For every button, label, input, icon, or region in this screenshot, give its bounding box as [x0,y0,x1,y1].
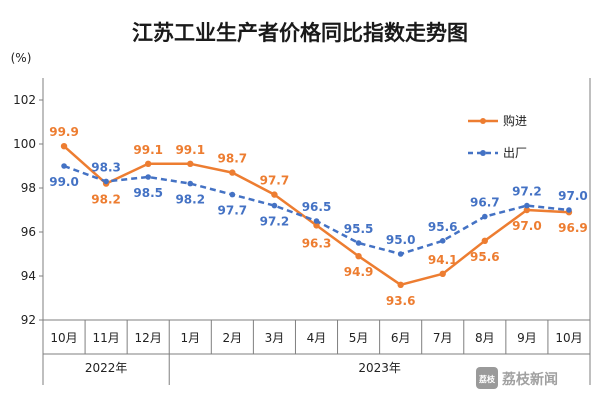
y-tick-label: 98 [21,181,36,195]
y-tick-label: 100 [13,137,36,151]
data-point-ex-factory [229,191,236,198]
legend-label-ex-factory: 出厂 [503,146,527,160]
data-point-ex-factory [355,240,362,246]
legend-marker [480,118,486,124]
data-label-purchase: 96.3 [302,236,332,250]
data-point-purchase [523,206,531,214]
data-point-ex-factory [145,174,151,180]
y-tick-label: 96 [21,225,36,239]
data-point-purchase [187,160,194,167]
data-label-ex-factory: 95.5 [344,222,374,236]
data-label-ex-factory: 98.5 [133,186,163,200]
data-point-ex-factory [482,213,488,220]
data-label-purchase: 95.6 [470,250,500,264]
data-point-purchase [60,143,68,150]
data-point-purchase [144,160,152,167]
data-label-purchase: 97.7 [260,174,290,188]
y-unit-label: (%) [11,51,32,65]
legend-label-purchase: 购进 [503,113,527,128]
year-label: 2022年 [85,361,128,375]
y-tick-label: 92 [21,313,36,327]
data-label-ex-factory: 97.2 [512,185,542,199]
x-tick-label: 9月 [517,331,537,345]
x-tick-label: 3月 [265,331,285,345]
data-labels-layer: 99.9 98.2 99.1 99.1 98.7 97.7 96.3 94.9 93.6 94.1… [49,125,588,308]
legend-marker [480,150,486,156]
data-label-ex-factory: 97.0 [558,189,588,203]
chart-title: 江苏工业生产者价格同比指数走势图 [132,21,468,45]
data-label-ex-factory: 99.0 [49,175,79,189]
year-label: 2023年 [358,361,401,375]
data-point-purchase [481,237,489,244]
data-point-purchase [271,191,278,198]
data-point-purchase [355,253,362,260]
data-label-purchase: 98.7 [218,152,248,166]
data-label-purchase: 99.1 [175,143,205,157]
data-point-ex-factory [566,207,572,213]
y-tick-label: 94 [21,269,36,283]
watermark-badge: 荔枝 [478,374,496,384]
data-label-ex-factory: 98.3 [91,160,121,174]
data-label-ex-factory: 95.0 [386,233,416,247]
data-label-ex-factory: 95.6 [428,220,458,234]
data-point-ex-factory [397,251,404,257]
x-tick-label: 1月 [180,331,200,345]
data-point-purchase [397,281,404,288]
x-tick-label: 5月 [349,331,369,345]
series-layer [60,143,573,288]
data-label-purchase: 94.1 [428,253,458,267]
data-point-ex-factory [524,202,530,209]
data-label-ex-factory: 96.7 [470,196,500,210]
data-label-purchase: 98.2 [91,193,121,207]
watermark-text: 荔枝新闻 [501,371,558,388]
x-tick-label: 11月 [92,331,119,345]
watermark: 荔枝 荔枝新闻 [476,367,558,389]
data-label-ex-factory: 97.2 [260,215,290,229]
data-label-ex-factory: 98.2 [175,193,205,207]
data-point-purchase [439,270,446,277]
x-tick-label: 4月 [307,331,327,345]
data-point-purchase [229,169,236,176]
data-point-ex-factory [313,218,320,224]
x-tick-label: 10月 [50,331,77,345]
axes: 92 94 96 98 100 102 10月 11月 12月 1月 2月 3月 4月 5月 6月 7月 8月 9… [13,78,591,385]
data-point-ex-factory [439,238,446,244]
data-label-purchase: 93.6 [386,294,416,308]
data-label-purchase: 99.9 [49,125,79,139]
x-tick-label: 7月 [433,331,453,345]
data-point-purchase [313,222,320,229]
data-label-ex-factory: 96.5 [302,200,332,214]
data-label-ex-factory: 97.7 [218,204,248,218]
x-tick-label: 10月 [555,331,582,345]
data-label-purchase: 96.9 [558,221,588,235]
data-label-purchase: 94.9 [344,265,374,279]
y-tick-label: 102 [13,93,36,107]
data-point-ex-factory [61,163,67,169]
data-point-ex-factory [271,202,278,209]
watermark-logo-icon [476,367,498,389]
x-tick-label: 6月 [391,331,411,345]
data-label-purchase: 99.1 [133,143,163,157]
x-tick-label: 2月 [223,331,243,345]
x-tick-label: 12月 [135,331,162,345]
data-point-ex-factory [187,180,194,187]
data-point-ex-factory [103,178,109,185]
data-label-purchase: 97.0 [512,219,542,233]
x-tick-label: 8月 [475,331,495,345]
